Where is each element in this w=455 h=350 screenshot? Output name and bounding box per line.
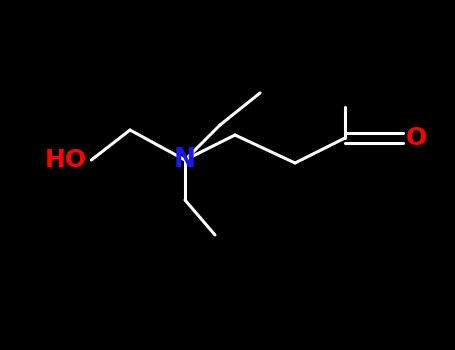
Text: N: N (174, 147, 196, 173)
Text: HO: HO (45, 148, 87, 172)
Text: O: O (405, 126, 426, 150)
